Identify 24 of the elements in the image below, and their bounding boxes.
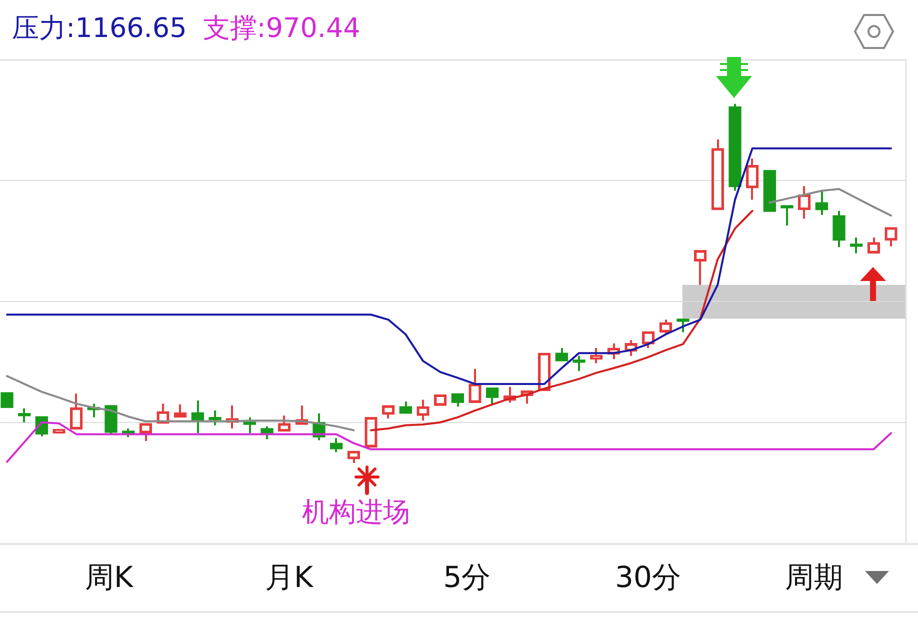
candlestick [399,400,412,414]
candlestick [780,205,794,227]
candlestick [18,407,31,424]
candlestick [850,236,863,254]
text: 30分 [615,559,681,595]
candlestick [555,347,568,362]
candlestick [728,102,742,192]
text: 压力:1166.65 [12,12,187,46]
text: 周K [84,559,134,595]
text: 机构进场 [302,496,410,530]
candlestick [208,410,222,426]
candlestick [815,189,828,216]
candlestick [243,416,256,434]
candlestick [572,354,586,372]
candlestick [0,392,14,408]
text: 月K [264,559,314,595]
candlestick [590,347,603,364]
candlestick [52,428,66,434]
text: 5分 [443,559,491,595]
candlestick [832,210,846,248]
candlestick [676,318,690,334]
text: 周期 [785,559,843,595]
text: 支撑:970.44 [202,12,360,46]
candlestick [330,437,343,454]
